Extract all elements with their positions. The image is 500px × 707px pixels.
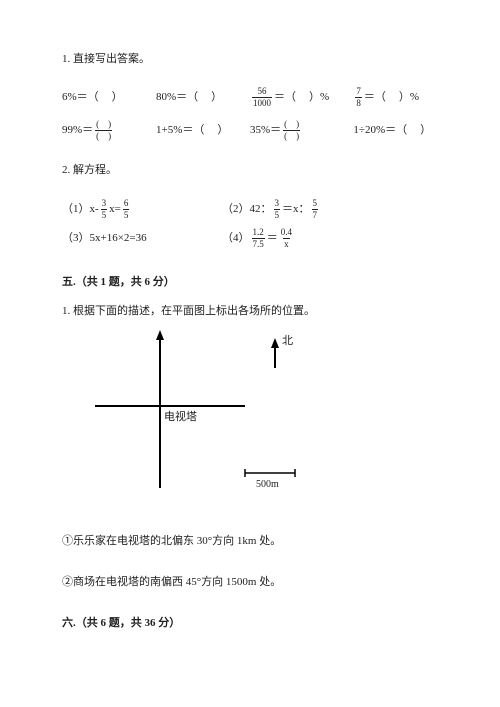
north-label: 北	[282, 334, 293, 349]
section-6-title: 六.（共 6 题，共 36 分）	[62, 616, 438, 631]
text: ）%	[309, 90, 329, 105]
q1-header: 1. 直接写出答案。	[62, 52, 438, 67]
numerator: 1.2	[252, 228, 265, 238]
q1-row-1: 6%＝（ ） 80%＝（ ） 561000＝（ ）% 78＝（ ）%	[62, 87, 438, 108]
text: ）	[420, 123, 431, 138]
q1-r2-c2: 1+5%＝（ ）	[156, 123, 250, 138]
text: 1+5%＝（	[156, 123, 204, 138]
text: ）	[217, 123, 228, 138]
text: ＝（	[364, 90, 386, 105]
blank	[407, 123, 420, 138]
fraction: 78	[355, 87, 362, 108]
blank	[204, 123, 217, 138]
text: 80%＝（	[156, 90, 198, 105]
text: 6%＝（	[62, 90, 99, 105]
text: ）%	[399, 90, 419, 105]
denominator: 1000	[252, 97, 272, 108]
fraction: 0.4x	[280, 228, 293, 249]
denominator: 5	[274, 209, 281, 220]
q1-r1-c4: 78＝（ ）%	[353, 87, 438, 108]
text: ＝x：	[282, 202, 310, 217]
fraction: ( )( )	[283, 120, 300, 141]
blank	[296, 90, 309, 105]
eq-1: （1）x-35 x=65	[62, 199, 222, 220]
text: ＝	[267, 231, 278, 246]
denominator: 5	[101, 209, 108, 220]
fraction: 35	[274, 199, 281, 220]
text: 99%＝	[62, 123, 93, 138]
numerator: 56	[257, 87, 268, 97]
eq-3: （3）5x+16×2=36	[62, 228, 222, 249]
fraction: 35	[101, 199, 108, 220]
eq-2: （2）42：35＝x：57	[222, 199, 320, 220]
numerator: ( )	[283, 120, 300, 130]
denominator: x	[283, 238, 290, 249]
scale-label: 500m	[256, 478, 279, 492]
fraction: 561000	[252, 87, 272, 108]
text: ＝（	[274, 90, 296, 105]
denominator: 7.5	[252, 238, 265, 249]
q2-row-1: （1）x-35 x=65 （2）42：35＝x：57	[62, 199, 438, 220]
text: x=	[109, 202, 121, 217]
q1-r1-c1: 6%＝（ ）	[62, 90, 156, 105]
text: ）	[112, 90, 123, 105]
eq-4: （4）1.27.5＝0.4x	[222, 228, 295, 249]
text: 1÷20%＝（	[353, 123, 407, 138]
q1-r1-c3: 561000＝（ ）%	[250, 87, 353, 108]
q1-row-2: 99%＝( )( ) 1+5%＝（ ） 35%＝( )( ) 1÷20%＝（ ）	[62, 120, 438, 141]
q1-r2-c3: 35%＝( )( )	[250, 120, 353, 141]
section-5-title: 五.（共 1 题，共 6 分）	[62, 275, 438, 290]
text: （4）	[222, 231, 250, 246]
denominator: 8	[355, 97, 362, 108]
coordinate-figure: 电视塔 北 500m	[90, 328, 350, 508]
numerator: 3	[274, 199, 281, 209]
denominator: 7	[312, 209, 319, 220]
blank	[99, 90, 112, 105]
text: （1）x-	[62, 202, 99, 217]
numerator: 5	[312, 199, 319, 209]
denominator: 5	[123, 209, 130, 220]
text: ）	[211, 90, 222, 105]
fraction: 65	[123, 199, 130, 220]
fraction: 57	[312, 199, 319, 220]
numerator: ( )	[95, 120, 112, 130]
tower-label: 电视塔	[164, 410, 197, 425]
q1-r2-c1: 99%＝( )( )	[62, 120, 156, 141]
fraction: ( )( )	[95, 120, 112, 141]
denominator: ( )	[95, 130, 112, 141]
section-5-q: 1. 根据下面的描述，在平面图上标出各场所的位置。	[62, 304, 438, 319]
desc-1: ①乐乐家在电视塔的北偏东 30°方向 1km 处。	[62, 534, 438, 549]
q2-header: 2. 解方程。	[62, 163, 438, 178]
text: （2）42：	[222, 202, 272, 217]
blank	[386, 90, 399, 105]
axes-svg	[90, 328, 350, 508]
desc-2: ②商场在电视塔的南偏西 45°方向 1500m 处。	[62, 575, 438, 590]
numerator: 0.4	[280, 228, 293, 238]
numerator: 7	[355, 87, 362, 97]
q1-r1-c2: 80%＝（ ）	[156, 90, 250, 105]
numerator: 3	[101, 199, 108, 209]
blank	[198, 90, 211, 105]
q1-r2-c4: 1÷20%＝（ ）	[353, 123, 438, 138]
fraction: 1.27.5	[252, 228, 265, 249]
text: 35%＝	[250, 123, 281, 138]
numerator: 6	[123, 199, 130, 209]
denominator: ( )	[283, 130, 300, 141]
q2-row-2: （3）5x+16×2=36 （4）1.27.5＝0.4x	[62, 228, 438, 249]
